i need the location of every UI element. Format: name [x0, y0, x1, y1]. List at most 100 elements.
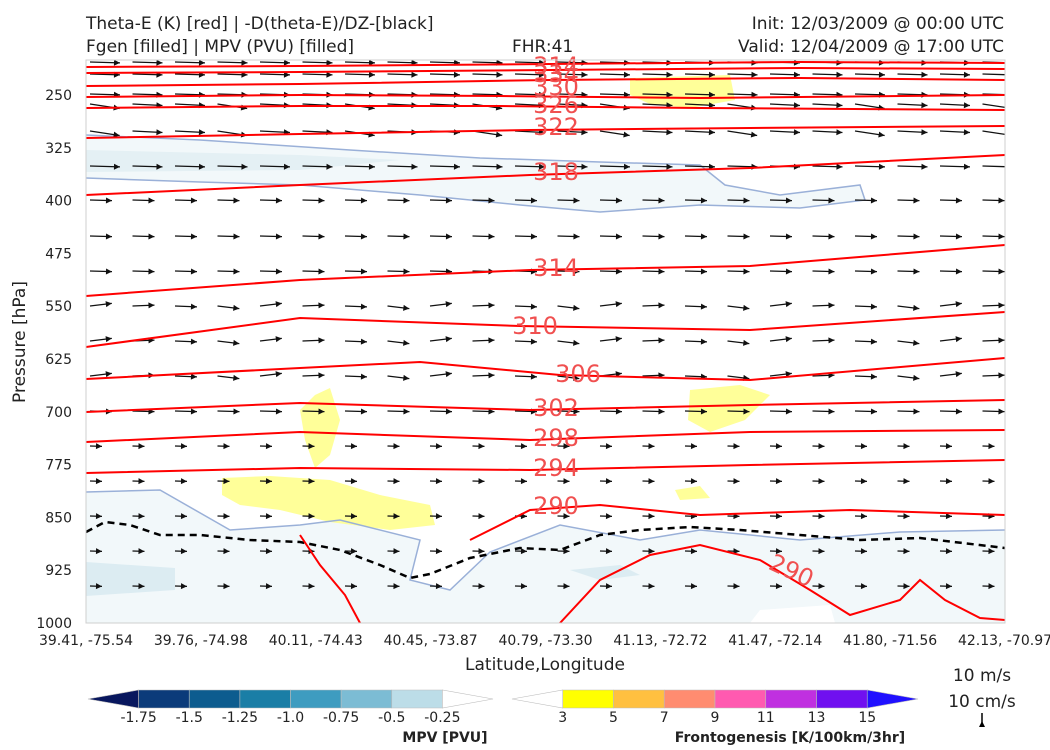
fgen-region — [688, 385, 770, 432]
x-tick-label: 40.45, -73.87 — [384, 633, 478, 649]
y-axis-label: Pressure [hPa] — [10, 281, 30, 403]
wind-arrowhead — [708, 102, 715, 109]
wind-arrowhead — [615, 268, 622, 275]
wind-arrowhead — [605, 548, 612, 555]
wind-arrowhead — [743, 268, 750, 275]
wind-arrowhead — [648, 548, 655, 555]
fgen-colorbar: 3 5 7 9 11 13 15 — [511, 689, 919, 726]
wind-arrowhead — [870, 303, 877, 310]
wind-arrowhead — [913, 408, 920, 415]
wind-arrowhead — [105, 233, 112, 240]
theta-e-line — [86, 154, 1005, 196]
wind-arrowhead — [156, 60, 163, 66]
wind-arrowhead — [903, 513, 910, 520]
colorbar-swatch — [87, 689, 139, 709]
wind-arrowhead — [265, 548, 272, 555]
wind-arrowhead — [350, 513, 357, 520]
wind-arrowhead — [360, 303, 367, 310]
wind-arrowhead — [878, 163, 885, 170]
wind-arrowhead — [708, 129, 715, 136]
wind-arrowhead — [775, 583, 782, 590]
wind-arrowhead — [318, 372, 325, 379]
wind-arrowhead — [275, 268, 282, 275]
wind-arrowhead — [690, 583, 697, 590]
wind-arrowhead — [190, 408, 197, 415]
wind-arrowhead — [666, 129, 673, 136]
y-tick-label: 775 — [45, 458, 72, 474]
wind-arrowhead — [615, 233, 622, 240]
colorbar-tick: 13 — [808, 710, 826, 726]
y-tick-label: 550 — [45, 299, 72, 315]
wind-arrowhead — [700, 303, 707, 310]
wind-arrowhead — [198, 163, 205, 170]
wind-arrowhead — [223, 478, 230, 485]
theta-e-line — [86, 357, 1005, 382]
wind-arrowhead — [445, 336, 452, 343]
wind-arrowhead — [870, 233, 877, 240]
wind-arrowhead — [105, 268, 112, 275]
fgen-region — [222, 476, 435, 530]
wind-arrowhead — [563, 513, 570, 520]
wind-arrowhead — [963, 102, 970, 109]
wind-arrowhead — [945, 478, 952, 485]
y-tick-label: 850 — [45, 510, 72, 526]
wind-arrowhead — [148, 268, 155, 275]
colorbar-tick: 7 — [660, 710, 669, 726]
wind-arrowhead — [478, 548, 485, 555]
wind-arrow — [982, 103, 1005, 109]
wind-arrowhead — [148, 302, 155, 309]
x-tick-label: 40.11, -74.43 — [269, 633, 363, 649]
y-tick-label: 325 — [45, 141, 72, 157]
wind-arrowhead — [538, 163, 545, 170]
wind-arrowhead — [870, 408, 877, 415]
wind-arrowhead — [233, 197, 240, 204]
wind-arrowhead — [393, 478, 400, 485]
wind-arrowhead — [708, 163, 715, 170]
wind-arrowhead — [223, 583, 230, 590]
wind-arrowhead — [283, 60, 290, 66]
wind-arrowhead — [605, 583, 612, 590]
wind-arrowhead — [913, 339, 920, 346]
wind-arrowhead — [241, 60, 248, 66]
wind-arrowhead — [265, 478, 272, 485]
wind-arrowhead — [785, 268, 792, 275]
x-tick-label: 42.13, -70.97 — [958, 633, 1050, 649]
wind-arrowhead — [836, 71, 843, 78]
wind-arrowhead — [530, 338, 537, 345]
wind-arrowhead — [785, 301, 792, 308]
wind-arrowhead — [860, 583, 867, 590]
wind-arrowhead — [945, 548, 952, 555]
wind-arrowhead — [453, 91, 460, 98]
wind-arrowhead — [828, 268, 835, 275]
wind-arrowhead — [963, 163, 970, 170]
wind-arrowhead — [318, 302, 325, 309]
wind-arrowhead — [743, 408, 750, 415]
colorbar-tick: -1.75 — [121, 710, 157, 726]
wind-arrowhead — [988, 443, 995, 450]
wind-arrowhead — [156, 129, 163, 136]
init-time: Init: 12/03/2009 @ 00:00 UTC — [751, 14, 1004, 34]
wind-arrowhead — [275, 408, 282, 415]
wind-arrowhead — [700, 408, 707, 415]
colorbar-tick: -1.5 — [176, 710, 203, 726]
wind-arrowhead — [350, 478, 357, 485]
wind-arrowhead — [988, 583, 995, 590]
wind-arrowhead — [666, 91, 673, 98]
wind-arrowhead — [393, 513, 400, 520]
wind-arrowhead — [350, 443, 357, 450]
wind-arrowhead — [775, 513, 782, 520]
mpv-region-lower-core — [86, 562, 175, 596]
wind-arrowhead — [836, 129, 843, 136]
wind-arrowhead — [233, 374, 240, 381]
wind-arrowhead — [945, 443, 952, 450]
wind-arrowhead — [573, 339, 580, 346]
wind-arrowhead — [955, 371, 962, 378]
wind-arrowhead — [785, 197, 792, 204]
wind-arrowhead — [275, 197, 282, 204]
wind-arrowhead — [870, 338, 877, 345]
wind-arrowhead — [368, 71, 375, 78]
wind-arrowhead — [733, 478, 740, 485]
wind-arrowhead — [95, 548, 102, 555]
wind-arrowhead — [690, 548, 697, 555]
wind-arrowhead — [105, 197, 112, 204]
